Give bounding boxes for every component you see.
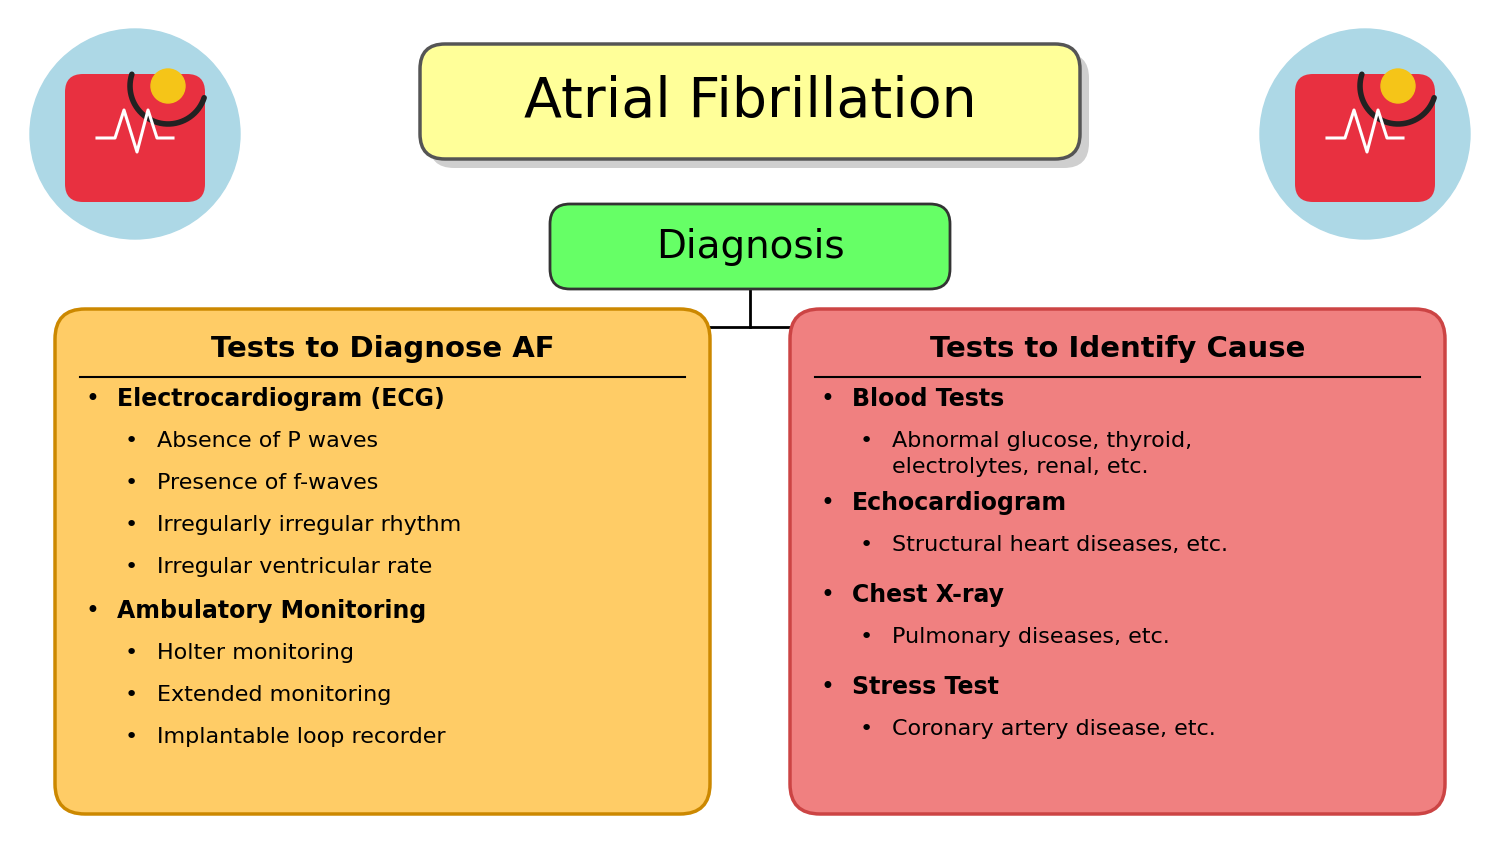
Text: •: • bbox=[859, 431, 873, 451]
FancyBboxPatch shape bbox=[64, 74, 206, 202]
Text: Absence of P waves: Absence of P waves bbox=[158, 431, 378, 451]
Text: Blood Tests: Blood Tests bbox=[852, 387, 1005, 411]
Text: •: • bbox=[124, 431, 138, 451]
Text: •: • bbox=[859, 535, 873, 555]
Text: Chest X-ray: Chest X-ray bbox=[852, 583, 1004, 607]
Circle shape bbox=[30, 29, 240, 239]
Text: Stress Test: Stress Test bbox=[852, 675, 999, 699]
Text: •: • bbox=[124, 557, 138, 577]
Text: •: • bbox=[86, 387, 99, 411]
Text: •: • bbox=[124, 685, 138, 705]
Text: •: • bbox=[86, 599, 99, 623]
Text: •: • bbox=[821, 387, 834, 411]
Text: Irregular ventricular rate: Irregular ventricular rate bbox=[158, 557, 432, 577]
Text: •: • bbox=[124, 473, 138, 493]
Text: •: • bbox=[124, 643, 138, 663]
Text: Tests to Diagnose AF: Tests to Diagnose AF bbox=[210, 335, 555, 363]
Text: Tests to Identify Cause: Tests to Identify Cause bbox=[930, 335, 1305, 363]
Text: •: • bbox=[859, 719, 873, 739]
Circle shape bbox=[1382, 69, 1414, 103]
Text: Ambulatory Monitoring: Ambulatory Monitoring bbox=[117, 599, 426, 623]
Text: Diagnosis: Diagnosis bbox=[656, 228, 844, 266]
Text: Implantable loop recorder: Implantable loop recorder bbox=[158, 727, 446, 747]
Text: •: • bbox=[821, 491, 834, 515]
Circle shape bbox=[1260, 29, 1470, 239]
Text: •: • bbox=[124, 727, 138, 747]
FancyBboxPatch shape bbox=[420, 44, 1080, 159]
Text: Atrial Fibrillation: Atrial Fibrillation bbox=[524, 74, 976, 128]
FancyBboxPatch shape bbox=[550, 204, 950, 289]
Text: Extended monitoring: Extended monitoring bbox=[158, 685, 392, 705]
Text: Holter monitoring: Holter monitoring bbox=[158, 643, 354, 663]
FancyBboxPatch shape bbox=[56, 309, 710, 814]
Text: •: • bbox=[821, 583, 834, 607]
Text: Presence of f-waves: Presence of f-waves bbox=[158, 473, 378, 493]
Text: Abnormal glucose, thyroid,
electrolytes, renal, etc.: Abnormal glucose, thyroid, electrolytes,… bbox=[892, 431, 1192, 478]
Text: Coronary artery disease, etc.: Coronary artery disease, etc. bbox=[892, 719, 1215, 739]
Text: Electrocardiogram (ECG): Electrocardiogram (ECG) bbox=[117, 387, 444, 411]
Text: •: • bbox=[821, 675, 834, 699]
Text: •: • bbox=[124, 515, 138, 535]
Text: Structural heart diseases, etc.: Structural heart diseases, etc. bbox=[892, 535, 1228, 555]
Text: •: • bbox=[859, 627, 873, 647]
Text: Irregularly irregular rhythm: Irregularly irregular rhythm bbox=[158, 515, 462, 535]
Text: Pulmonary diseases, etc.: Pulmonary diseases, etc. bbox=[892, 627, 1170, 647]
Circle shape bbox=[152, 69, 184, 103]
Text: Echocardiogram: Echocardiogram bbox=[852, 491, 1066, 515]
FancyBboxPatch shape bbox=[790, 309, 1444, 814]
FancyBboxPatch shape bbox=[1294, 74, 1436, 202]
FancyBboxPatch shape bbox=[429, 53, 1089, 168]
